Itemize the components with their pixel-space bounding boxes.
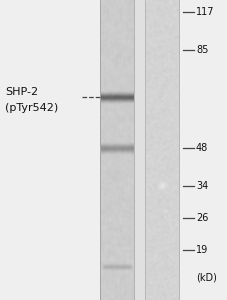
Text: SHP-2: SHP-2 — [5, 87, 38, 97]
Text: 85: 85 — [195, 45, 207, 55]
Text: (pTyr542): (pTyr542) — [5, 103, 58, 113]
Text: 26: 26 — [195, 213, 207, 223]
Text: (kD): (kD) — [195, 273, 216, 283]
Text: 19: 19 — [195, 245, 207, 255]
Text: 34: 34 — [195, 181, 207, 191]
Text: 117: 117 — [195, 7, 214, 17]
Text: 48: 48 — [195, 143, 207, 153]
